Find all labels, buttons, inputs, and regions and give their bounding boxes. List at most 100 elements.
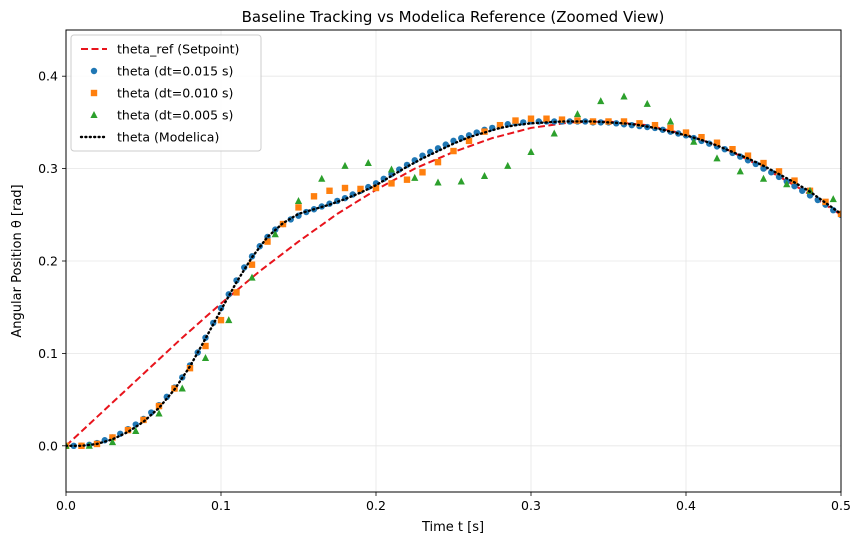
square-point xyxy=(713,139,721,146)
triangle-point xyxy=(643,99,651,107)
circle-point xyxy=(775,173,783,181)
triangle-point xyxy=(550,129,558,137)
triangle-point xyxy=(783,180,791,188)
square-point xyxy=(636,120,643,127)
series-layer xyxy=(66,92,841,449)
triangle-point xyxy=(108,438,117,446)
square-point xyxy=(78,442,85,449)
square-point xyxy=(558,116,566,123)
square-point xyxy=(140,416,147,424)
square-point xyxy=(543,115,550,122)
square-point xyxy=(450,147,457,155)
triangle-point xyxy=(178,384,186,392)
triangle-point xyxy=(66,441,70,449)
triangle-point xyxy=(155,409,163,417)
triangle-point xyxy=(341,161,349,169)
triangle-point xyxy=(690,137,698,145)
ticks-layer: 0.0 0.1 0.2 0.3 0.4 0.5 0.0 0.1 0.2 0.3 0.4 xyxy=(38,69,851,513)
legend-swatch xyxy=(90,89,98,97)
square-point xyxy=(775,168,783,175)
square-point xyxy=(667,124,674,132)
square-point xyxy=(217,316,225,324)
legend-swatch xyxy=(90,111,98,118)
legend-box xyxy=(70,34,262,152)
legend-label: theta (dt=0.005 s) xyxy=(117,108,233,123)
y-tick-label: 0.1 xyxy=(38,346,58,361)
y-axis-label: Angular Position θ [rad] xyxy=(10,184,25,337)
x-tick-label: 0.4 xyxy=(676,498,696,513)
triangle-point xyxy=(620,92,628,100)
legend-label: theta_ref (Setpoint) xyxy=(117,42,239,57)
x-tick-label: 0.0 xyxy=(56,498,76,513)
square-point xyxy=(822,198,829,206)
square-point xyxy=(109,434,116,441)
triangle-point xyxy=(829,195,837,203)
square-point xyxy=(527,115,535,122)
circle-point xyxy=(760,165,767,172)
triangle-point xyxy=(201,354,210,362)
triangle-point xyxy=(736,167,744,175)
triangle-point xyxy=(132,427,140,435)
x-tick-label: 0.5 xyxy=(831,498,851,513)
legend: theta_ref (Setpoint) theta (dt=0.015 s) th… xyxy=(70,34,262,152)
circle-point xyxy=(458,134,465,142)
chart-title: Baseline Tracking vs Modelica Reference … xyxy=(242,8,665,26)
square-point xyxy=(512,117,519,124)
x-tick-label: 0.1 xyxy=(211,498,231,513)
square-point xyxy=(698,133,705,141)
square-point xyxy=(155,402,163,410)
square-point xyxy=(124,426,132,434)
square-point xyxy=(341,184,349,192)
triangle-point xyxy=(597,97,605,105)
x-tick-label: 0.2 xyxy=(366,498,386,513)
triangle-point xyxy=(271,230,279,238)
circle-point xyxy=(768,169,775,176)
square-point xyxy=(326,187,333,194)
square-point xyxy=(264,238,271,245)
square-point xyxy=(372,184,380,192)
triangle-point xyxy=(504,161,512,169)
legend-label: theta (Modelica) xyxy=(117,130,219,145)
square-point xyxy=(760,159,767,167)
legend-label: theta (dt=0.010 s) xyxy=(117,86,233,101)
square-point xyxy=(434,158,442,166)
square-point xyxy=(651,121,659,129)
triangle-point xyxy=(434,178,442,186)
triangle-point xyxy=(318,174,326,182)
triangle-point xyxy=(573,110,582,118)
triangle-point xyxy=(248,273,256,281)
y-tick-label: 0.3 xyxy=(38,161,58,176)
triangle-point xyxy=(713,154,721,162)
triangle-point xyxy=(666,117,675,125)
square-point xyxy=(233,289,240,296)
square-point xyxy=(729,145,736,153)
y-tick-label: 0.0 xyxy=(38,438,58,453)
triangle-point xyxy=(480,171,489,179)
legend-label: theta (dt=0.015 s) xyxy=(117,64,233,79)
modelica-line xyxy=(66,120,841,447)
x-tick-label: 0.3 xyxy=(521,498,541,513)
legend-item: theta (dt=0.015 s) xyxy=(90,64,233,79)
square-point xyxy=(310,193,318,200)
square-point xyxy=(682,129,690,136)
circle-point xyxy=(148,409,155,416)
y-tick-label: 0.2 xyxy=(38,254,58,269)
square-point xyxy=(295,204,302,211)
legend-item: theta (dt=0.010 s) xyxy=(90,86,233,101)
series-triangle-markers xyxy=(66,92,837,449)
square-point xyxy=(419,169,426,176)
circle-point xyxy=(799,187,806,194)
legend-item: theta (dt=0.005 s) xyxy=(90,108,233,123)
square-point xyxy=(388,180,395,187)
triangle-point xyxy=(527,147,535,155)
square-point xyxy=(744,152,752,159)
square-point xyxy=(357,185,364,193)
triangle-point xyxy=(457,177,465,185)
square-point xyxy=(403,176,411,183)
triangle-point xyxy=(294,196,303,204)
square-point xyxy=(791,177,798,184)
legend-swatch xyxy=(90,67,98,75)
triangle-point xyxy=(806,186,814,194)
triangle-point xyxy=(387,165,396,173)
